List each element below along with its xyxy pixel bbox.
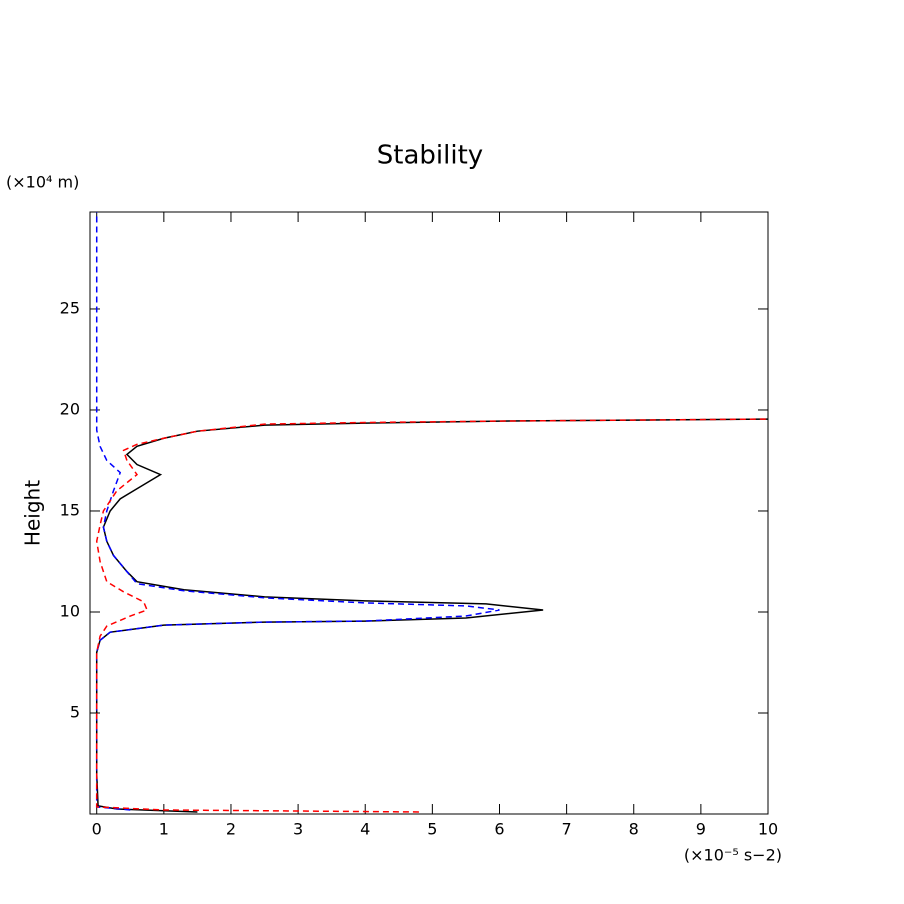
y-tick-label: 20 <box>60 399 80 418</box>
y-axis-label: Height <box>21 480 45 546</box>
data-line <box>95 418 768 813</box>
x-tick-label: 10 <box>758 820 778 839</box>
x-tick-label: 2 <box>226 820 236 839</box>
plot-frame <box>89 211 769 815</box>
y-unit: (×10⁴ m) <box>6 173 79 192</box>
x-tick-label: 5 <box>427 820 437 839</box>
x-tick-label: 4 <box>360 820 370 839</box>
y-tick-label: 25 <box>60 298 80 317</box>
x-tick-label: 0 <box>92 820 102 839</box>
y-tick-label: 5 <box>70 702 80 721</box>
x-tick-label: 9 <box>696 820 706 839</box>
x-tick-label: 1 <box>159 820 169 839</box>
x-tick-label: 8 <box>629 820 639 839</box>
data-line <box>95 418 768 813</box>
x-tick-label: 6 <box>494 820 504 839</box>
y-tick-label: 10 <box>60 601 80 620</box>
x-tick-label: 7 <box>562 820 572 839</box>
data-line <box>95 212 500 811</box>
chart-title: Stability <box>377 141 483 171</box>
x-unit: (×10⁻⁵ s−2) <box>684 846 782 865</box>
y-tick-label: 15 <box>60 500 80 519</box>
x-tick-label: 3 <box>293 820 303 839</box>
